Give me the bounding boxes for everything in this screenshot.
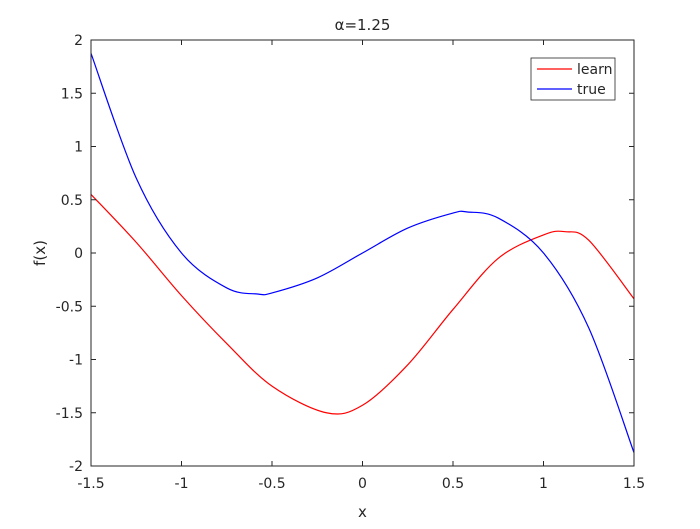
x-tick-label: -1 xyxy=(175,476,189,492)
series-line-true xyxy=(90,53,635,453)
x-tick-label: 0.5 xyxy=(442,476,464,492)
x-axis-label: x xyxy=(358,503,367,521)
x-tick-label: 0 xyxy=(358,476,367,492)
legend-label-true: true xyxy=(577,82,606,98)
y-tick-label: -1 xyxy=(69,353,83,369)
series-line-learn xyxy=(90,194,635,415)
series-layer xyxy=(90,53,635,453)
x-tick-label: 1 xyxy=(539,476,548,492)
x-tick-label: 1.5 xyxy=(623,476,645,492)
ticks-layer: -1.5 -1 -0.5 0 0.5 1 1.5-2-1.5-1-0.500.511.52 xyxy=(56,33,645,492)
chart-title: α=1.25 xyxy=(335,16,391,34)
legend-label-learn: learn xyxy=(577,62,612,78)
y-tick-label: 0.5 xyxy=(61,193,83,209)
x-tick-label: -1.5 xyxy=(77,476,104,492)
legend-box xyxy=(530,57,616,101)
y-tick-label: -0.5 xyxy=(56,299,83,315)
y-tick-label: 0 xyxy=(74,246,83,262)
y-tick-label: 1.5 xyxy=(61,86,83,102)
plot-frame xyxy=(90,39,635,467)
legend: learn true xyxy=(530,57,616,101)
y-tick-label: -1.5 xyxy=(56,406,83,422)
x-tick-label: -0.5 xyxy=(258,476,285,492)
y-tick-label: 2 xyxy=(74,33,83,49)
y-tick-label: 1 xyxy=(74,140,83,156)
y-axis-label: f(x) xyxy=(31,240,49,266)
y-tick-label: -2 xyxy=(69,459,83,475)
